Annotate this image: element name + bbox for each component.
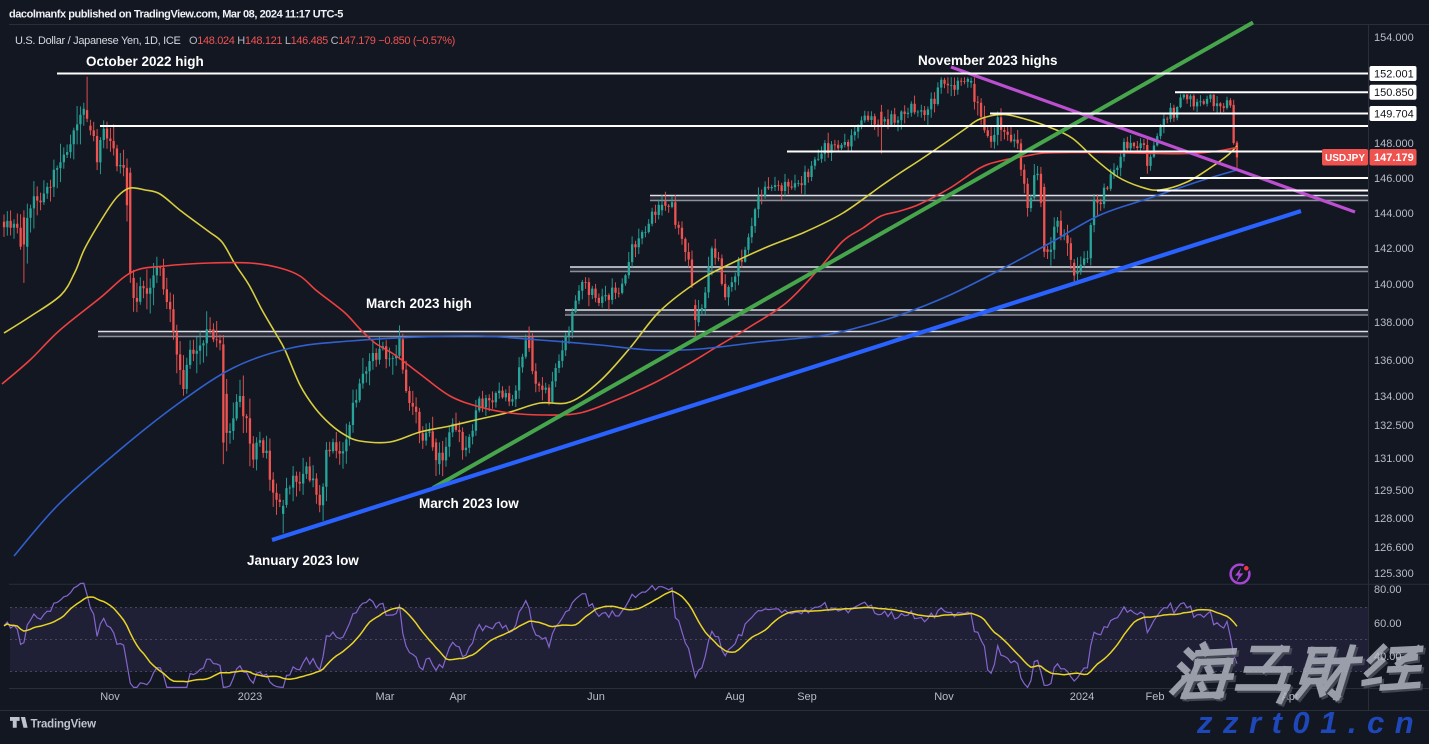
- svg-text:40.00: 40.00: [1374, 651, 1402, 663]
- svg-text:138.000: 138.000: [1374, 317, 1414, 329]
- svg-text:149.704: 149.704: [1374, 109, 1414, 121]
- svg-text:March 2023 high: March 2023 high: [366, 296, 472, 311]
- svg-text:USDJPY: USDJPY: [1325, 153, 1365, 164]
- svg-text:O148.024 H148.121 L146.485 C14: O148.024 H148.121 L146.485 C147.179 −0.8…: [189, 35, 455, 47]
- svg-text:134.000: 134.000: [1374, 391, 1414, 403]
- svg-text:dacolmanfx published on Tradin: dacolmanfx published on TradingView.com,…: [9, 9, 343, 21]
- svg-text:146.000: 146.000: [1374, 173, 1414, 185]
- svg-text:148.000: 148.000: [1374, 138, 1414, 150]
- svg-text:Nov: Nov: [100, 691, 120, 703]
- svg-text:154.000: 154.000: [1374, 32, 1414, 44]
- svg-text:January 2023 low: January 2023 low: [247, 553, 359, 568]
- svg-text:132.500: 132.500: [1374, 420, 1414, 432]
- svg-text:Sep: Sep: [797, 691, 817, 703]
- svg-text:Apr: Apr: [449, 691, 466, 703]
- svg-text:147.179: 147.179: [1374, 152, 1414, 164]
- svg-text:140.000: 140.000: [1374, 279, 1414, 291]
- svg-text:125.300: 125.300: [1374, 568, 1414, 580]
- svg-text:Mar: Mar: [376, 691, 395, 703]
- svg-text:October 2022 high: October 2022 high: [86, 54, 204, 69]
- svg-text:Aug: Aug: [725, 691, 745, 703]
- svg-text:2024: 2024: [1070, 691, 1094, 703]
- svg-text:142.000: 142.000: [1374, 243, 1414, 255]
- svg-text:136.000: 136.000: [1374, 355, 1414, 367]
- svg-text:Feb: Feb: [1146, 691, 1165, 703]
- svg-text:144.000: 144.000: [1374, 208, 1414, 220]
- svg-text:November 2023 highs: November 2023 highs: [918, 53, 1058, 68]
- svg-text:126.600: 126.600: [1374, 542, 1414, 554]
- svg-text:TradingView: TradingView: [31, 719, 97, 731]
- svg-text:2023: 2023: [238, 691, 262, 703]
- svg-text:March 2023 low: March 2023 low: [419, 496, 519, 511]
- svg-text:Jun: Jun: [587, 691, 605, 703]
- svg-text:60.00: 60.00: [1374, 618, 1402, 630]
- svg-text:zzrt01.cn: zzrt01.cn: [1196, 705, 1424, 739]
- svg-text:150.850: 150.850: [1374, 87, 1414, 99]
- svg-text:128.000: 128.000: [1374, 513, 1414, 525]
- svg-text:Nov: Nov: [934, 691, 954, 703]
- svg-text:152.001: 152.001: [1374, 69, 1414, 81]
- svg-text:80.00: 80.00: [1374, 584, 1402, 596]
- svg-text:129.500: 129.500: [1374, 485, 1414, 497]
- svg-text:U.S. Dollar / Japanese Yen, 1D: U.S. Dollar / Japanese Yen, 1D, ICE: [15, 35, 181, 47]
- svg-text:131.000: 131.000: [1374, 453, 1414, 465]
